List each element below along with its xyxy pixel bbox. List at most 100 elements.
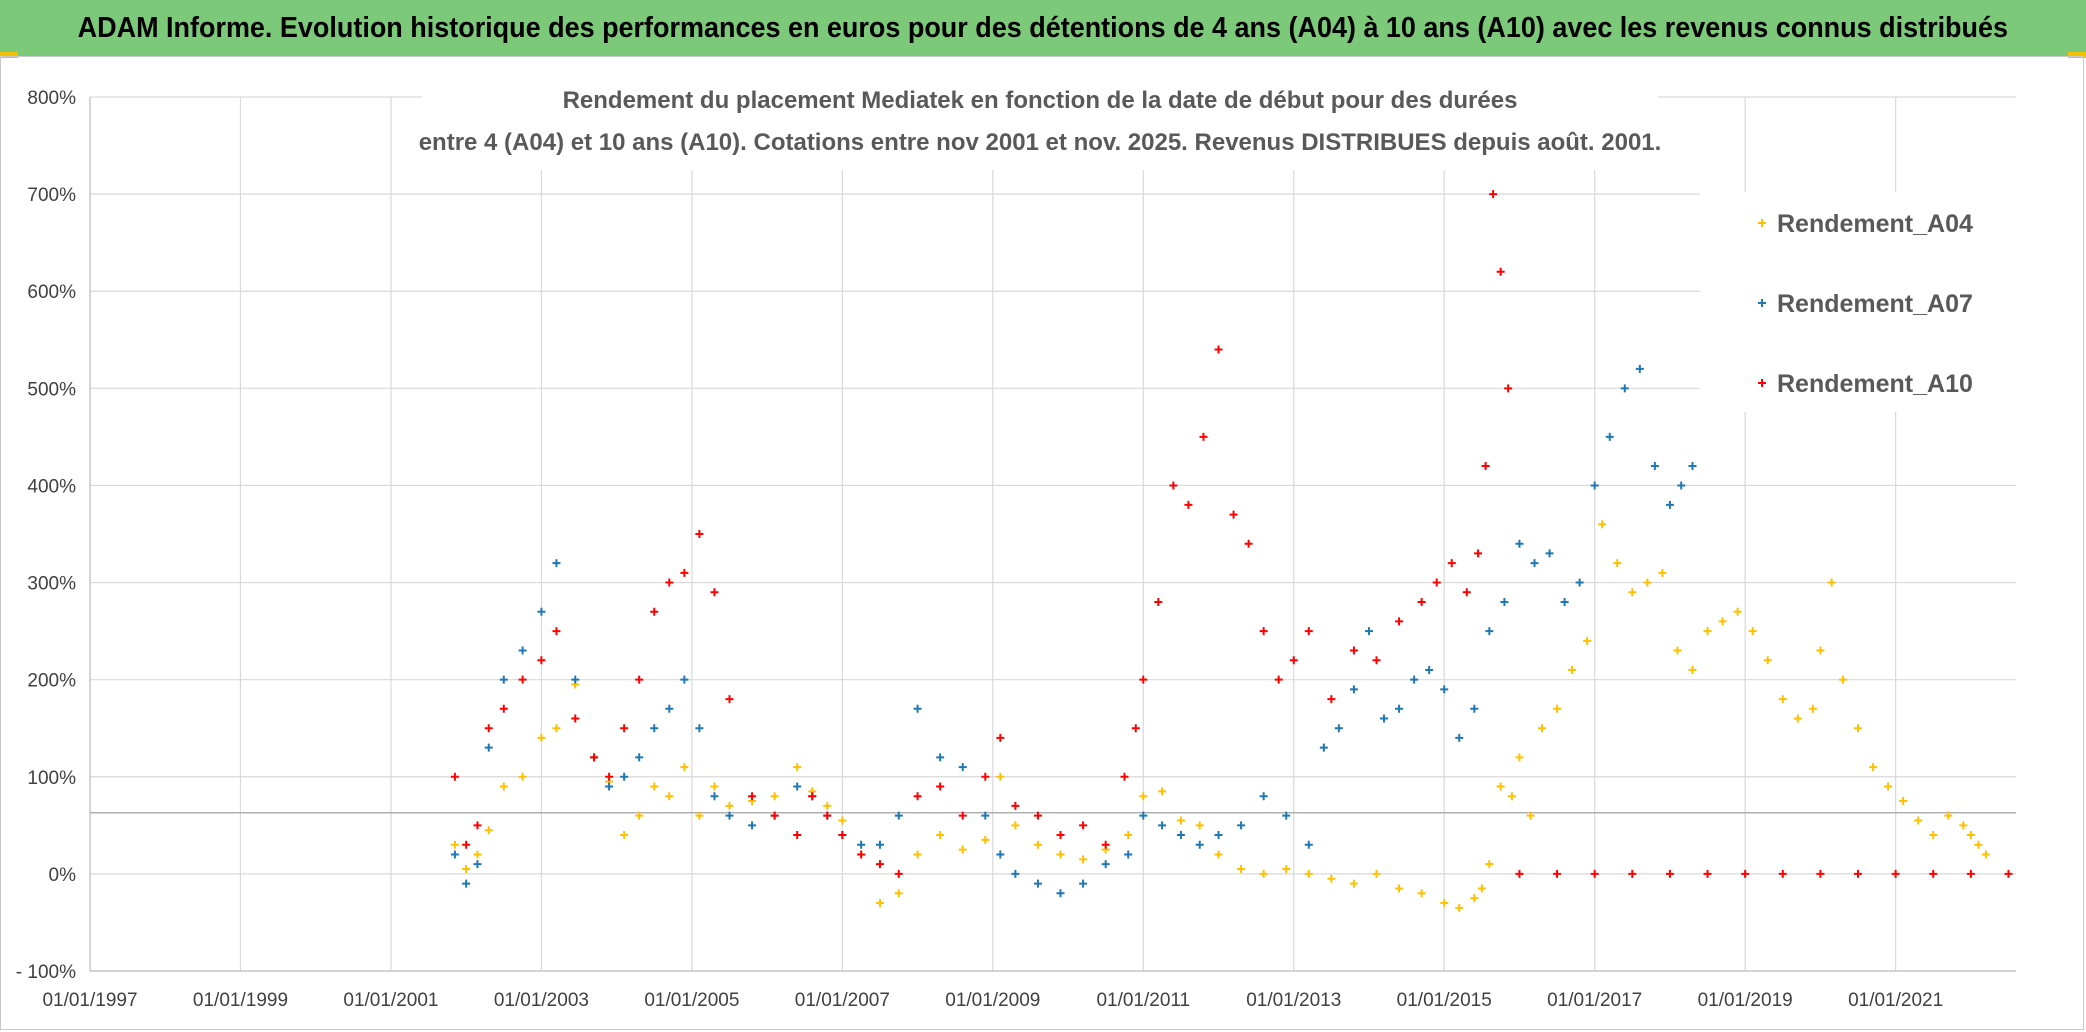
- point-Rendement_A04: [1688, 665, 1697, 674]
- point-Rendement_A04: [1974, 840, 1983, 849]
- point-Rendement_A10_after_2016: [1891, 869, 1900, 878]
- series-Rendement_A07: [450, 364, 1697, 898]
- point-Rendement_A04: [1838, 675, 1847, 684]
- point-Rendement_A07: [499, 675, 508, 684]
- point-Rendement_A04: [1195, 821, 1204, 830]
- point-Rendement_A10_after_2016: [2004, 869, 2013, 878]
- point-Rendement_A07: [1158, 821, 1167, 830]
- point-Rendement_A04: [537, 733, 546, 742]
- x-tick-label: 01/01/2017: [1547, 990, 1642, 1011]
- point-Rendement_A10: [1079, 821, 1088, 830]
- point-Rendement_A10: [1169, 481, 1178, 490]
- point-Rendement_A04: [996, 772, 1005, 781]
- point-Rendement_A04: [710, 782, 719, 791]
- point-Rendement_A04: [1496, 782, 1505, 791]
- point-Rendement_A04: [1793, 714, 1802, 723]
- point-Rendement_A10: [1417, 597, 1426, 606]
- point-Rendement_A07: [1304, 840, 1313, 849]
- points-layer: [450, 190, 2013, 912]
- point-Rendement_A10: [1033, 811, 1042, 820]
- point-Rendement_A07: [857, 840, 866, 849]
- point-Rendement_A10: [1274, 675, 1283, 684]
- point-Rendement_A04: [1538, 724, 1547, 733]
- x-tick-label: 01/01/2003: [494, 990, 589, 1011]
- banner-corner-left: [0, 52, 18, 58]
- point-Rendement_A07: [1688, 462, 1697, 471]
- point-Rendement_A07: [1237, 821, 1246, 830]
- point-Rendement_A07: [1364, 627, 1373, 636]
- point-Rendement_A10: [1432, 578, 1441, 587]
- legend-marker-Rendement_A10: [1758, 379, 1766, 387]
- point-Rendement_A07: [462, 879, 471, 888]
- point-Rendement_A04: [913, 850, 922, 859]
- point-Rendement_A10: [1349, 646, 1358, 655]
- point-Rendement_A04: [1515, 753, 1524, 762]
- point-Rendement_A04: [1944, 811, 1953, 820]
- point-Rendement_A07: [1560, 597, 1569, 606]
- legend-label-Rendement_A07: Rendement_A07: [1777, 290, 1973, 318]
- point-Rendement_A04: [1033, 840, 1042, 849]
- point-Rendement_A10: [450, 772, 459, 781]
- point-Rendement_A10: [808, 792, 817, 801]
- chart-title-line1: Rendement du placement Mediatek en fonct…: [563, 87, 1518, 114]
- point-Rendement_A04: [1349, 879, 1358, 888]
- point-Rendement_A07: [1334, 724, 1343, 733]
- x-tick-label: 01/01/2007: [795, 990, 890, 1011]
- point-Rendement_A04: [518, 772, 527, 781]
- point-Rendement_A10: [1395, 617, 1404, 626]
- point-Rendement_A07: [1380, 714, 1389, 723]
- point-Rendement_A07: [518, 646, 527, 655]
- point-Rendement_A04: [1485, 860, 1494, 869]
- point-Rendement_A10: [875, 860, 884, 869]
- series-Rendement_A10_after_2016: [1515, 869, 2013, 878]
- legend-background: [1700, 192, 2018, 412]
- point-Rendement_A04: [1372, 869, 1381, 878]
- point-Rendement_A10_after_2016: [1741, 869, 1750, 878]
- point-Rendement_A07: [537, 607, 546, 616]
- point-Rendement_A04: [1304, 869, 1313, 878]
- point-Rendement_A07: [1650, 462, 1659, 471]
- point-Rendement_A10_after_2016: [1553, 869, 1562, 878]
- point-Rendement_A07: [1282, 811, 1291, 820]
- point-Rendement_A10: [1120, 772, 1129, 781]
- point-Rendement_A07: [665, 704, 674, 713]
- point-Rendement_A04: [1703, 627, 1712, 636]
- point-Rendement_A04: [1417, 889, 1426, 898]
- point-Rendement_A10: [1101, 840, 1110, 849]
- point-Rendement_A10: [1489, 190, 1498, 199]
- point-Rendement_A04: [823, 801, 832, 810]
- point-Rendement_A07: [1575, 578, 1584, 587]
- chart-frame: [0, 56, 2084, 1030]
- point-Rendement_A07: [1139, 811, 1148, 820]
- point-Rendement_A04: [1477, 884, 1486, 893]
- point-Rendement_A10: [981, 772, 990, 781]
- y-tick-label: 100%: [27, 768, 76, 789]
- point-Rendement_A04: [1959, 821, 1968, 830]
- point-Rendement_A04: [484, 826, 493, 835]
- point-Rendement_A04: [1176, 816, 1185, 825]
- point-Rendement_A10: [1259, 627, 1268, 636]
- point-Rendement_A04: [1011, 821, 1020, 830]
- point-Rendement_A10: [913, 792, 922, 801]
- point-Rendement_A04: [1914, 816, 1923, 825]
- point-Rendement_A04: [1259, 869, 1268, 878]
- point-Rendement_A04: [450, 840, 459, 849]
- y-tick-label: 400%: [27, 476, 76, 497]
- series-Rendement_A04: [450, 520, 1990, 912]
- point-Rendement_A10: [1304, 627, 1313, 636]
- point-Rendement_A07: [552, 559, 561, 568]
- point-Rendement_A07: [793, 782, 802, 791]
- point-Rendement_A04: [1748, 627, 1757, 636]
- point-Rendement_A10_after_2016: [1929, 869, 1938, 878]
- point-Rendement_A07: [1590, 481, 1599, 490]
- point-Rendement_A04: [650, 782, 659, 791]
- point-Rendement_A04: [1613, 559, 1622, 568]
- point-Rendement_A04: [1214, 850, 1223, 859]
- y-tick-label: 500%: [27, 379, 76, 400]
- ticks-layer: - 100% 0% 100% 200% 300% 400% 500% 600% 700% 800%…: [16, 88, 1943, 1011]
- point-Rendement_A04: [680, 763, 689, 772]
- legend-label-Rendement_A04: Rendement_A04: [1777, 210, 1973, 238]
- point-Rendement_A07: [1605, 432, 1614, 441]
- chart-title-line2: entre 4 (A04) et 10 ans (A10). Cotations…: [419, 129, 1662, 156]
- y-tick-label: 0%: [49, 865, 77, 886]
